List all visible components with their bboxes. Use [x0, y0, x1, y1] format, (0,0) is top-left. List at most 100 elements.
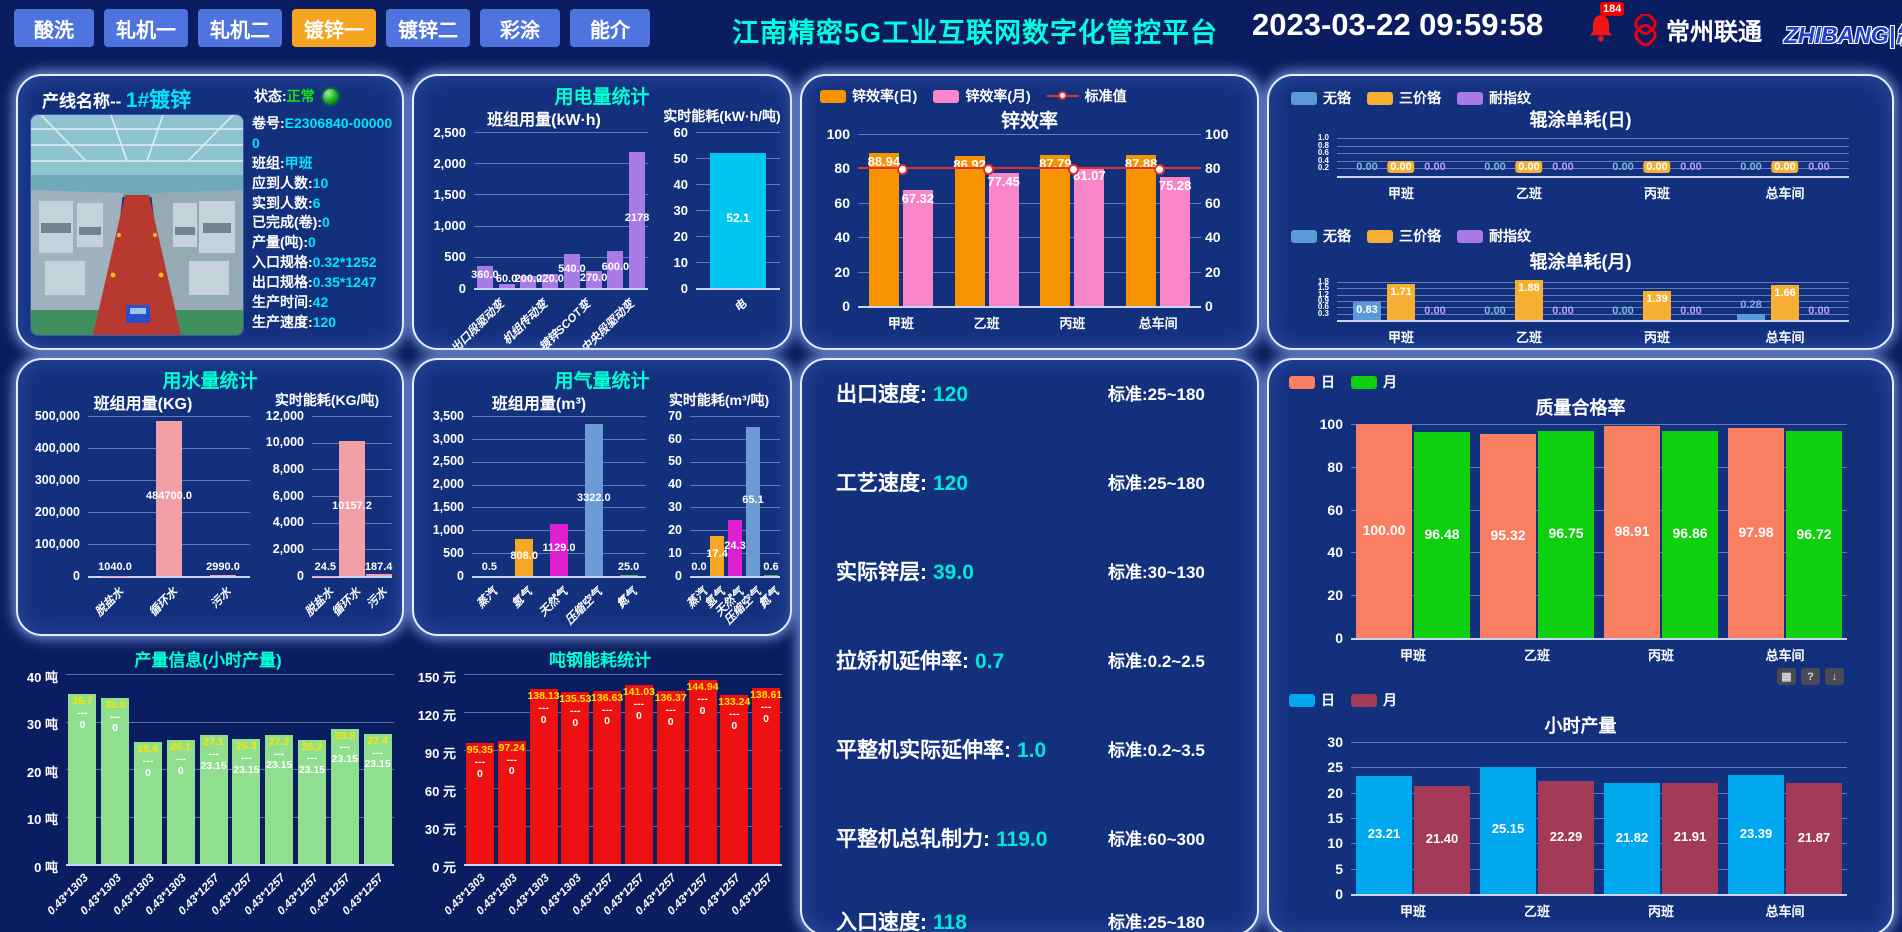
gbase	[1337, 176, 1849, 178]
blab: 96.48	[1424, 525, 1460, 542]
legend-hourly-day[interactable]: 日	[1289, 690, 1335, 710]
bar	[1160, 176, 1191, 306]
bar	[1538, 430, 1594, 638]
blab: 0.00	[1484, 161, 1506, 173]
nav-nengjie[interactable]: 能介	[570, 9, 650, 47]
blab: 87.79	[1039, 156, 1072, 171]
blab: 1.39	[1643, 292, 1671, 305]
line-title: 产线名称-- 1#镀锌	[42, 89, 192, 112]
electricity-panel: 用电量统计 班组用量(kW·h) 实时能耗(kW·h/吨) 2,500 2,000…	[412, 74, 792, 350]
field-outspec: 出口规格:0.35*1247	[252, 274, 377, 290]
ytick: 0	[73, 568, 80, 583]
blab: 0.00	[1515, 161, 1543, 174]
legend-chromefree-day[interactable]: 无铬	[1291, 88, 1351, 108]
field-coil: 卷号:E2306840-000000	[252, 115, 393, 151]
blab: 133.24 --- 0	[718, 696, 751, 732]
xlab: 甲班	[1387, 186, 1415, 201]
blab: 0.00	[1740, 161, 1762, 173]
ytick: 2,000	[432, 477, 464, 492]
xlab: 总车间	[1765, 186, 1805, 201]
ytick: 400,000	[34, 440, 80, 455]
gline	[690, 484, 780, 486]
ytick: 8,000	[272, 462, 304, 477]
ytick: 40	[668, 477, 682, 492]
legend-trivalent-day[interactable]: 三价铬	[1367, 88, 1441, 108]
blab: 23.21	[1367, 826, 1401, 842]
ytick: 0.2	[1317, 163, 1329, 173]
blab: 75.28	[1158, 177, 1192, 193]
water-panel-title: 用水量统计	[162, 371, 258, 392]
ytick: 1,500	[433, 186, 466, 202]
ytick: 40 吨	[26, 669, 58, 685]
gline	[1351, 868, 1847, 870]
stddot	[1068, 164, 1080, 176]
legend-antifinger-day[interactable]: 耐指纹	[1457, 88, 1531, 108]
legend-quality-month[interactable]: 月	[1351, 372, 1397, 392]
help-icon[interactable]: ?	[1801, 668, 1820, 685]
line-status: 状态:正常	[254, 86, 338, 106]
legend-zinc-standard[interactable]: 标准值	[1046, 86, 1127, 106]
gline	[858, 134, 1201, 135]
antifinger-chip	[1457, 229, 1483, 243]
bar	[624, 685, 653, 864]
ytick: 150 元	[417, 669, 456, 685]
metric-rolling-force: 平整机总轧制力: 119.0 标准:60~300	[836, 828, 1205, 851]
gline	[66, 674, 394, 675]
legend-zinc-month[interactable]: 锌效率(月)	[933, 86, 1031, 106]
blab: 77.45	[987, 173, 1020, 189]
zinc-efficiency-panel: 锌效率(日) 锌效率(月) 标准值 锌效率 100 80 60 40 20 0 100 80 6…	[800, 74, 1259, 350]
gas-panel: 用气量统计 班组用量(m³) 实时能耗(m³/吨) 3,500 3,000 2,50…	[412, 358, 792, 636]
gline	[1337, 313, 1849, 315]
blab: 0.00	[1424, 161, 1446, 173]
hourly-month-chip	[1351, 693, 1377, 707]
legend-hourly-month[interactable]: 月	[1351, 690, 1397, 710]
nav-duxin1-active[interactable]: 镀锌一	[292, 9, 376, 47]
ytick: 1,500	[432, 500, 464, 515]
legend-chromefree-month[interactable]: 无铬	[1291, 226, 1351, 246]
blab: 0.00	[1356, 161, 1378, 173]
blab: 136.63 --- 0	[591, 691, 624, 728]
gbase	[858, 306, 1201, 308]
blab: 0.00	[1552, 305, 1574, 317]
legend-trivalent-month[interactable]: 三价铬	[1367, 226, 1441, 246]
legend-antifinger-month[interactable]: 耐指纹	[1457, 226, 1531, 246]
save-image-icon[interactable]: ↓	[1825, 668, 1844, 685]
xlab: 乙班	[973, 316, 1000, 331]
blab: 26.2 --- 23.15	[298, 740, 326, 777]
gline	[858, 271, 1201, 273]
nav-zhaji1[interactable]: 轧机一	[104, 9, 188, 47]
gline	[472, 507, 646, 509]
ytick: 60	[668, 431, 682, 446]
ytick: 20 吨	[26, 764, 58, 780]
gline	[690, 461, 780, 463]
legend-zinc-day[interactable]: 锌效率(日)	[820, 86, 917, 106]
gbase	[464, 864, 782, 866]
ytick: 0	[675, 568, 682, 583]
nav-caitu[interactable]: 彩涂	[480, 9, 560, 47]
gbase	[690, 576, 780, 578]
ytick: 5	[1335, 860, 1343, 877]
notification-bell-icon[interactable]: 184	[1588, 2, 1625, 48]
xlab: 甲班	[1399, 904, 1427, 919]
ytick: 2,500	[432, 454, 464, 469]
bar	[1356, 424, 1412, 638]
bar	[988, 172, 1019, 306]
gline	[1351, 552, 1847, 554]
xlab: 丙班	[1059, 316, 1086, 331]
nav-suanxi[interactable]: 酸洗	[14, 9, 94, 47]
coating-month-legend: 无铬 三价铬 耐指纹	[1291, 226, 1531, 246]
nav-duxin2[interactable]: 镀锌二	[386, 9, 470, 47]
stddot	[982, 164, 994, 176]
nav-zhaji2[interactable]: 轧机二	[198, 9, 282, 47]
bar	[529, 689, 558, 864]
bell-badge: 184	[1600, 2, 1625, 16]
legend-quality-day[interactable]: 日	[1289, 372, 1335, 392]
zinc-chart-title: 锌效率	[1000, 111, 1058, 132]
bar	[265, 734, 294, 864]
gas-rt-chart: 70 60 50 40 30 20 10 0 0.0 17.4 24.3 65.1 0.6 蒸汽 氢气 天然气…	[650, 409, 786, 627]
ytick: 2,000	[433, 155, 466, 171]
blab: 0.00	[1424, 305, 1446, 317]
data-view-icon[interactable]: ▦	[1777, 668, 1796, 685]
gline	[66, 769, 394, 770]
